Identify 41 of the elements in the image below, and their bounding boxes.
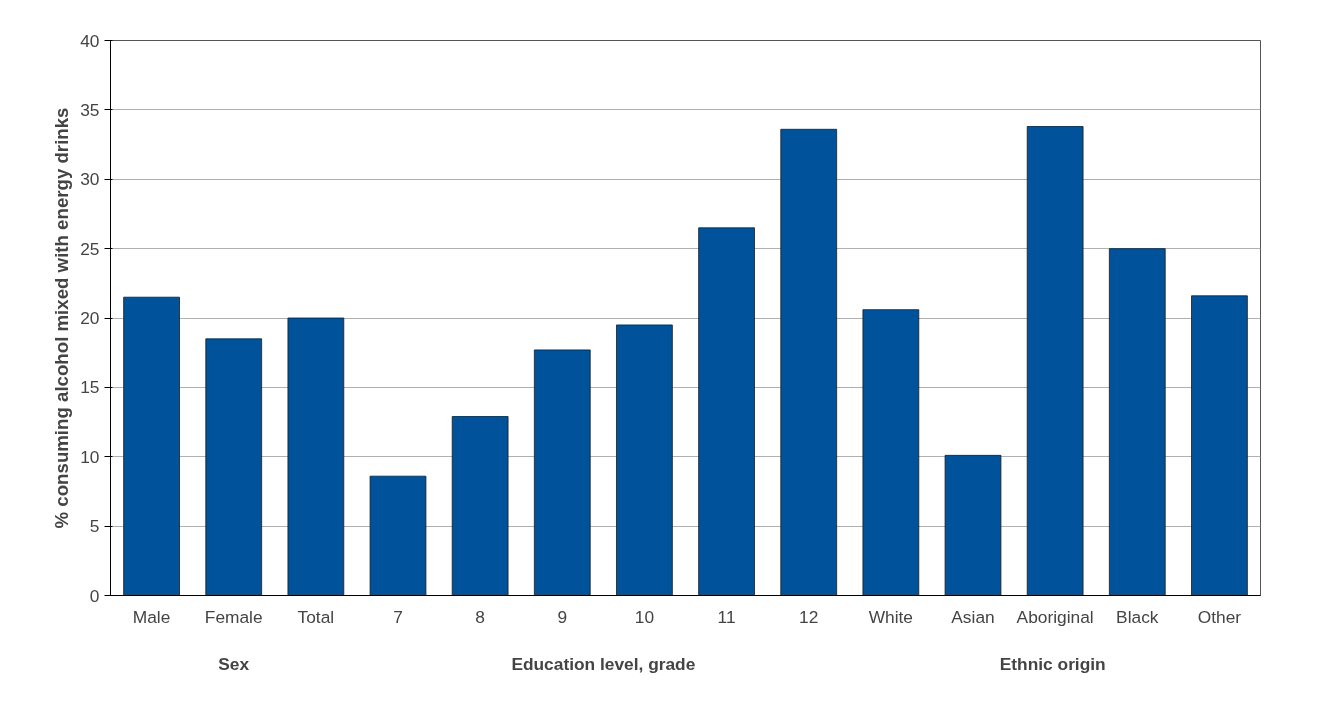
y-tick-label: 35 [80,99,100,120]
y-tick-label: 25 [80,238,100,259]
y-tick-label: 40 [80,30,100,51]
x-tick-label: Other [1197,606,1242,627]
bar [369,475,427,596]
bar [780,128,838,596]
bar [698,227,755,596]
y-tick-label: 30 [80,169,100,190]
bar [616,324,673,596]
y-axis-title: % consuming alcohol mixed with energy drinks [51,107,73,529]
bar [944,454,1002,596]
y-tick-label: 15 [80,377,100,398]
bar [123,296,180,596]
text: Ethnic origin [999,653,1106,674]
bar [205,338,263,596]
x-tick-label: Male [132,606,171,627]
x-tick-label: 9 [557,606,568,627]
bar [1191,295,1248,596]
y-tick-label: 10 [80,446,100,467]
x-tick-label: 8 [475,606,485,627]
x-tick-label: White [868,606,914,627]
text: Education level, grade [511,653,696,674]
bar [533,349,591,596]
x-tick-label: Aboriginal [1016,606,1094,627]
x-tick-label: Female [204,606,263,627]
x-tick-label: Black [1116,606,1159,627]
y-tick-label: 0 [89,585,100,606]
bar [1108,248,1166,596]
text: Sex [218,653,250,674]
bar [1026,126,1084,596]
x-tick-label: Total [297,606,335,627]
x-tick-label: 11 [717,606,736,627]
x-tick-label: 7 [393,606,403,627]
bar [862,309,920,596]
y-tick-label: 20 [80,308,100,328]
bar [287,317,345,596]
y-tick-label: 5 [89,516,100,537]
x-tick-label: 12 [799,606,819,627]
x-tick-label: Asian [951,606,995,627]
x-tick-label: 10 [634,606,655,627]
bar [451,416,509,596]
